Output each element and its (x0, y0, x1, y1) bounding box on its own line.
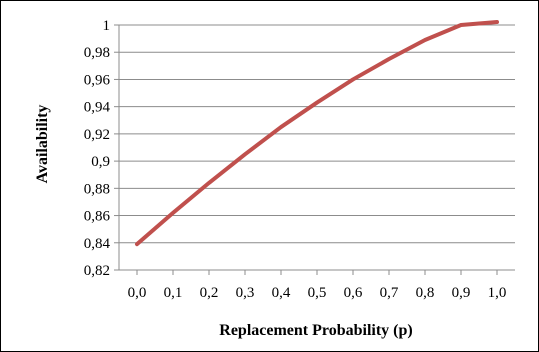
x-tick-label: 0,6 (344, 285, 363, 301)
x-tick-label: 0,0 (128, 285, 147, 301)
series-lines (135, 20, 499, 247)
gridlines (119, 24, 515, 244)
x-tick-label: 0,4 (272, 285, 291, 301)
y-tick-label: 0,96 (84, 72, 111, 88)
y-tick-labels: 0,82 0,84 0,86 0,88 0,9 0,92 0,94 0,96 0,98 1 (84, 18, 111, 279)
x-tick-label: 0,7 (380, 285, 399, 301)
y-tick-label: 0,82 (84, 263, 110, 279)
x-tick-label: 1,0 (488, 285, 507, 301)
y-tick-label: 0,98 (84, 45, 110, 61)
y-tick-label: 0,86 (84, 209, 111, 225)
x-axis-title: Replacement Probability (p) (219, 322, 412, 339)
x-tick-label: 0,3 (236, 285, 255, 301)
series-line (135, 20, 499, 247)
x-tick-label: 0,2 (200, 285, 219, 301)
y-tick-label: 0,92 (84, 127, 110, 143)
y-tick-label: 1 (103, 18, 111, 34)
y-axis-title: Availability (34, 105, 51, 184)
x-tick-labels: 0,0 0,1 0,2 0,3 0,4 0,5 0,6 0,7 0,8 0,9 1,0 (128, 285, 507, 301)
y-tick-label: 0,94 (84, 100, 111, 116)
y-tick-label: 0,9 (91, 154, 110, 170)
x-tick-label: 0,5 (308, 285, 327, 301)
x-tick-label: 0,8 (416, 285, 435, 301)
axes (114, 24, 515, 275)
y-tick-label: 0,84 (84, 236, 111, 252)
y-tick-label: 0,88 (84, 181, 110, 197)
x-tick-label: 0,1 (164, 285, 183, 301)
x-tick-label: 0,9 (452, 285, 471, 301)
